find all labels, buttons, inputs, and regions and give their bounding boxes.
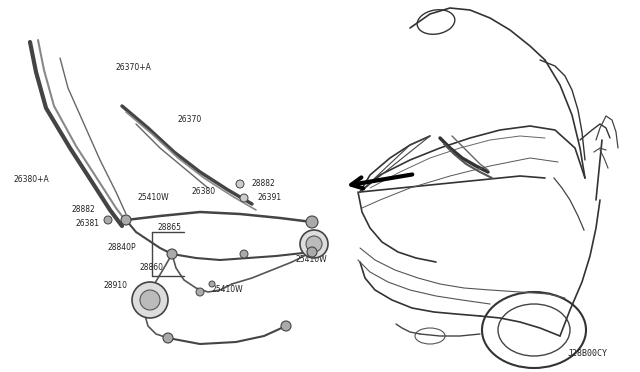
Circle shape: [307, 247, 317, 257]
Circle shape: [240, 250, 248, 258]
Text: 28860: 28860: [140, 263, 164, 273]
Circle shape: [167, 249, 177, 259]
Text: 28882: 28882: [252, 180, 276, 189]
Circle shape: [209, 281, 215, 287]
Text: 28840P: 28840P: [108, 243, 136, 251]
Circle shape: [121, 215, 131, 225]
Text: 26380: 26380: [192, 187, 216, 196]
Circle shape: [306, 216, 318, 228]
Text: 25410W: 25410W: [138, 193, 170, 202]
Circle shape: [240, 194, 248, 202]
Text: 26370+A: 26370+A: [115, 64, 151, 73]
Circle shape: [281, 321, 291, 331]
Text: 25410W: 25410W: [296, 256, 328, 264]
Circle shape: [104, 216, 112, 224]
Text: 28910: 28910: [104, 282, 128, 291]
Text: 28865: 28865: [158, 224, 182, 232]
Text: 26370: 26370: [178, 115, 202, 125]
Text: 26391: 26391: [258, 193, 282, 202]
Text: 26380+A: 26380+A: [14, 176, 50, 185]
Circle shape: [196, 288, 204, 296]
Circle shape: [132, 282, 168, 318]
Text: 26381: 26381: [76, 218, 100, 228]
Text: J28B00CY: J28B00CY: [568, 350, 608, 359]
Circle shape: [236, 180, 244, 188]
Circle shape: [300, 230, 328, 258]
Circle shape: [140, 290, 160, 310]
Circle shape: [306, 236, 322, 252]
Text: 25410W: 25410W: [212, 285, 244, 295]
Text: 28882: 28882: [72, 205, 96, 215]
Circle shape: [163, 333, 173, 343]
